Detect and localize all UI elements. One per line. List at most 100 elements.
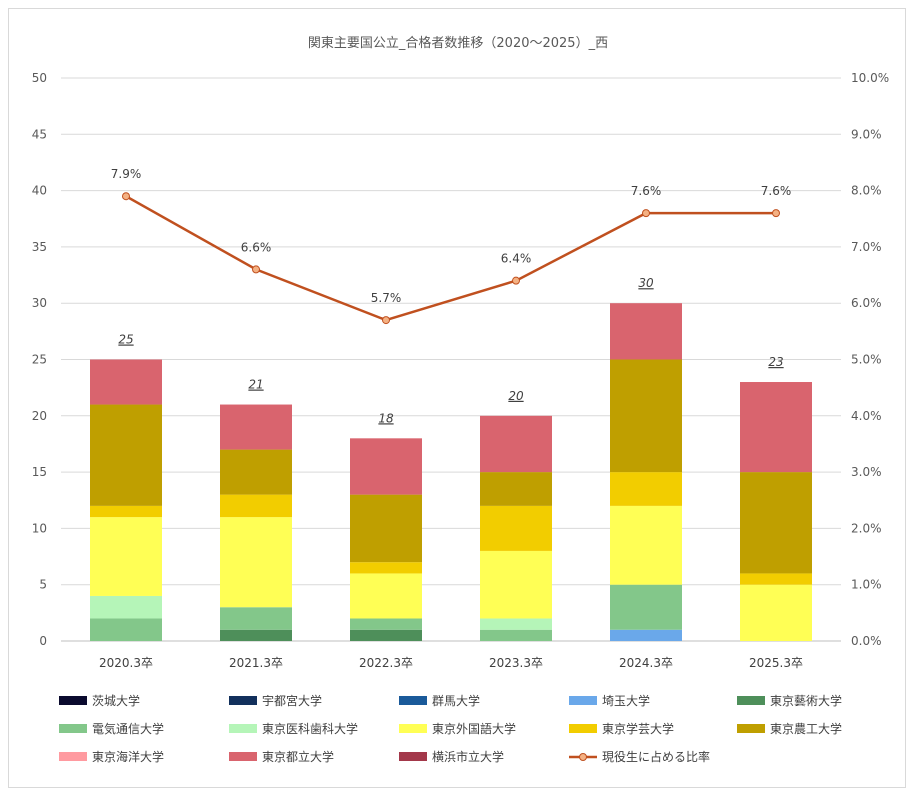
legend-swatch — [737, 724, 765, 733]
legend-label: 東京都立大学 — [262, 749, 334, 764]
bar-segment — [220, 449, 292, 495]
legend-label: 東京農工大学 — [770, 721, 842, 736]
total-labels: 25 21 18 20 30 23 — [118, 276, 783, 425]
bar-segment — [480, 505, 552, 551]
y-axis-right: 0.0% 1.0% 2.0% 3.0% 4.0% 5.0% 6.0% 7.0% 8.0% 9.0%… — [851, 71, 889, 648]
y-tick-label: 40 — [32, 184, 47, 198]
y-tick-label: 20 — [32, 409, 47, 423]
legend-label: 東京学芸大学 — [602, 721, 674, 736]
legend-label: 東京外国語大学 — [432, 721, 516, 736]
legend-label: 電気通信大学 — [92, 721, 164, 736]
bar-segment — [610, 472, 682, 506]
x-tick-label: 2022.3卒 — [359, 656, 413, 670]
bar-segment — [740, 382, 812, 473]
ratio-point — [382, 316, 390, 325]
bar-segment — [610, 303, 682, 360]
bar-segment — [480, 629, 552, 641]
chart-title: 関東主要国公立_合格者数推移（2020～2025）_西 — [308, 35, 608, 51]
bar-segment — [90, 359, 162, 405]
bar-segment — [480, 415, 552, 473]
legend-swatch — [399, 752, 427, 761]
bar-segment — [610, 629, 682, 641]
bar-segment — [740, 573, 812, 585]
y-tick-label: 50 — [32, 71, 47, 85]
legend-label: 横浜市立大学 — [432, 749, 504, 764]
x-tick-label: 2023.3卒 — [489, 656, 543, 670]
y-tick-label: 35 — [32, 240, 47, 254]
ratio-point — [772, 209, 780, 218]
y-tick-label: 30 — [32, 296, 47, 310]
y-tick-label: 45 — [32, 127, 47, 141]
bar-segment — [90, 404, 162, 506]
bar-segment — [350, 629, 422, 641]
bar-segment — [480, 550, 552, 619]
legend-swatch — [59, 724, 87, 733]
legend-swatch — [569, 696, 597, 705]
bar-segment — [480, 472, 552, 506]
legend-swatch — [229, 752, 257, 761]
total-label: 20 — [508, 389, 524, 403]
legend-swatch — [229, 696, 257, 705]
legend-label: 東京海洋大学 — [92, 749, 164, 764]
legend-label: 群馬大学 — [432, 693, 480, 708]
chart-frame: 関東主要国公立_合格者数推移（2020～2025）_西 0 5 10 15 20 25 30… — [8, 8, 906, 788]
x-tick-label: 2020.3卒 — [99, 656, 153, 670]
legend-swatch — [399, 724, 427, 733]
ratio-label: 6.4% — [501, 252, 532, 266]
legend-swatch — [399, 696, 427, 705]
total-label: 23 — [768, 355, 783, 369]
legend-label: 東京藝術大学 — [770, 693, 842, 708]
ratio-label: 5.7% — [371, 291, 402, 305]
ratio-line-path — [125, 195, 776, 322]
x-tick-label: 2025.3卒 — [749, 656, 803, 670]
x-tick-label: 2021.3卒 — [229, 656, 283, 670]
bar-segment — [90, 517, 162, 596]
total-label: 21 — [248, 378, 263, 392]
ratio-point — [512, 276, 520, 285]
total-label: 18 — [378, 411, 394, 425]
y2-tick-label: 8.0% — [851, 184, 882, 198]
gridlines — [61, 77, 841, 642]
bar-segment — [480, 618, 552, 630]
y2-tick-label: 4.0% — [851, 409, 882, 423]
ratio-point — [642, 209, 650, 218]
ratio-line: 7.9% 6.6% 5.7% 6.4% 7.6% 7.6% — [111, 167, 792, 325]
legend-label: 茨城大学 — [92, 693, 140, 708]
y2-tick-label: 0.0% — [851, 634, 882, 648]
legend-label: 埼玉大学 — [602, 693, 650, 708]
legend-marker — [579, 753, 587, 761]
y-tick-label: 0 — [39, 634, 47, 648]
legend-label: 宇都宮大学 — [262, 693, 322, 708]
legend-label: 東京医科歯科大学 — [262, 721, 358, 736]
total-label: 30 — [638, 276, 654, 290]
y2-tick-label: 1.0% — [851, 578, 882, 592]
y2-tick-label: 9.0% — [851, 127, 882, 141]
ratio-point — [252, 265, 260, 274]
y-axis-left: 0 5 10 15 20 25 30 35 40 45 50 — [32, 71, 47, 648]
bar-segment — [220, 494, 292, 518]
y2-tick-label: 3.0% — [851, 465, 882, 479]
y-tick-label: 5 — [39, 578, 47, 592]
x-axis: 2020.3卒 2021.3卒 2022.3卒 2023.3卒 2024.3卒 2025.… — [99, 656, 803, 670]
legend-swatch — [59, 696, 87, 705]
bar-segment — [350, 573, 422, 619]
legend-swatch — [569, 724, 597, 733]
bar-segment — [740, 584, 812, 641]
bar-segment — [740, 472, 812, 574]
ratio-point — [122, 192, 130, 201]
y-tick-label: 25 — [32, 353, 47, 367]
ratio-label: 7.6% — [761, 184, 792, 198]
y2-tick-label: 5.0% — [851, 353, 882, 367]
x-tick-label: 2024.3卒 — [619, 656, 673, 670]
legend-swatch — [59, 752, 87, 761]
bar-segment — [90, 595, 162, 619]
bar-segment — [350, 438, 422, 495]
bar-segment — [220, 517, 292, 608]
legend-swatch — [737, 696, 765, 705]
y2-tick-label: 10.0% — [851, 71, 889, 85]
bar-segment — [350, 618, 422, 630]
legend-swatch — [229, 724, 257, 733]
bar-segment — [610, 584, 682, 630]
y-tick-label: 10 — [32, 521, 47, 535]
